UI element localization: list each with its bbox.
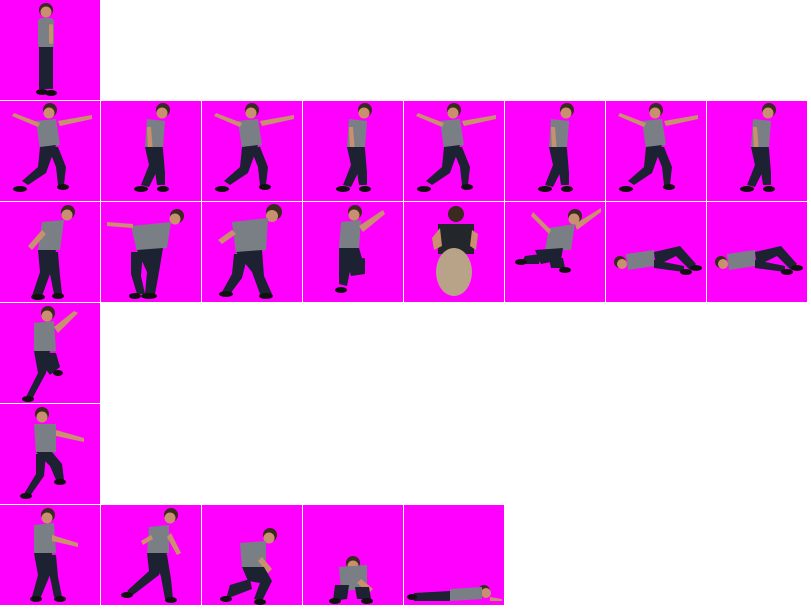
sprite-frame-die-1 <box>0 505 100 605</box>
sprite-frame-attack-2-1 <box>0 404 100 504</box>
character-crouch-icon <box>107 209 184 299</box>
character-run-a-icon <box>618 103 698 192</box>
sprite-frame-die-2 <box>101 505 201 605</box>
sprite-frame-jump-6 <box>505 202 605 302</box>
character-leap-icon <box>335 205 385 293</box>
character-run-a-icon <box>214 103 294 192</box>
sprite-frame-run-6 <box>505 101 605 201</box>
character-crouch-deep-icon <box>218 204 282 299</box>
sprite-frame-run-8 <box>707 101 807 201</box>
character-stand-icon <box>36 3 57 96</box>
sprite-frame-jump-2 <box>101 202 201 302</box>
character-reach-icon <box>30 508 78 602</box>
character-lying-icon <box>614 246 702 275</box>
sprite-frame-jump-5 <box>404 202 504 302</box>
character-back-view-icon <box>432 206 478 296</box>
character-run-b-icon <box>740 103 776 192</box>
character-kick-icon <box>20 407 84 499</box>
character-step-icon <box>121 508 181 603</box>
character-lying-icon <box>715 246 803 275</box>
character-airborne-icon <box>515 208 601 273</box>
sprite-frame-attack-1-1 <box>0 303 100 403</box>
character-prone-icon <box>407 585 502 601</box>
sprite-frame-jump-3 <box>202 202 302 302</box>
sprite-frame-die-5 <box>404 505 504 605</box>
character-run-b-icon <box>134 103 170 192</box>
character-run-b-icon <box>538 103 574 192</box>
character-run-b-icon <box>336 103 372 192</box>
sprite-frame-jump-4 <box>303 202 403 302</box>
character-run-a-icon <box>416 103 496 192</box>
sprite-frame-run-7 <box>606 101 706 201</box>
sprite-frame-jump-7 <box>606 202 706 302</box>
sprite-frame-die-4 <box>303 505 403 605</box>
sprite-frame-run-1 <box>0 101 100 201</box>
sprite-frame-idle-1 <box>0 0 100 100</box>
sprite-frame-run-2 <box>101 101 201 201</box>
sprite-frame-run-3 <box>202 101 302 201</box>
character-run-a-icon <box>12 103 92 192</box>
sprite-frame-jump-1 <box>0 202 100 302</box>
character-punch-icon <box>22 306 78 402</box>
character-crouch-low-icon <box>329 556 373 604</box>
sprite-frame-run-4 <box>303 101 403 201</box>
character-lean-icon <box>28 205 75 300</box>
sprite-frame-run-5 <box>404 101 504 201</box>
sprite-frame-die-3 <box>202 505 302 605</box>
character-kneel-icon <box>220 528 277 605</box>
sprite-frame-jump-8 <box>707 202 807 302</box>
